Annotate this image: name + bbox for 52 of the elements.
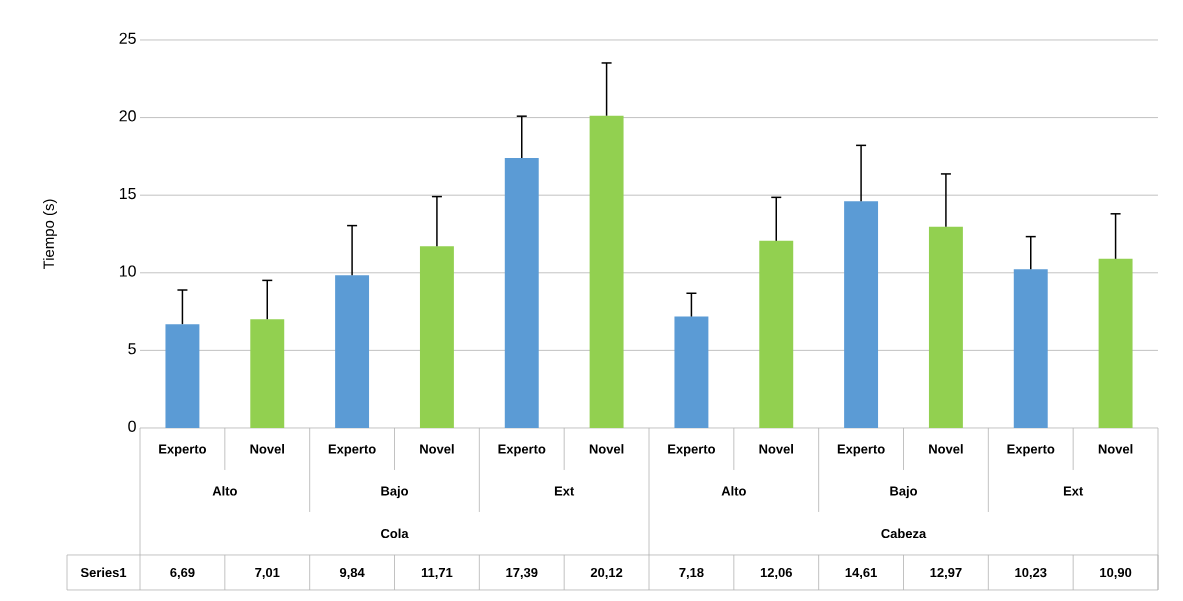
bar [1013, 269, 1048, 428]
x-tick-label: Experto [668, 444, 716, 457]
y-tick-label: 15 [119, 188, 136, 200]
bar [250, 319, 285, 428]
y-tick-label: 20 [119, 110, 136, 122]
data-label: 6,69 [170, 567, 195, 579]
x-tick-label: Experto [159, 444, 207, 457]
bar [335, 275, 370, 428]
y-tick-label: 25 [119, 32, 136, 44]
data-label: 20,12 [590, 567, 623, 579]
text: Cabeza [881, 528, 927, 539]
data-label: 14,61 [845, 567, 877, 579]
bar [589, 115, 624, 428]
text: Ext [554, 486, 575, 496]
bar [165, 324, 200, 428]
y-tick-label: 10 [119, 265, 136, 277]
data-label: 10,23 [1015, 567, 1047, 579]
bar [1098, 258, 1133, 428]
data-label: 7,01 [255, 567, 280, 579]
y-tick-label: 5 [128, 343, 136, 355]
x-tick-label: Novel [929, 444, 963, 454]
text: Ext [1063, 486, 1084, 496]
x-tick-label: Novel [250, 444, 284, 454]
data-label: 10,90 [1100, 567, 1132, 579]
x-tick-label: Novel [1098, 444, 1133, 454]
x-tick-label: Experto [498, 444, 546, 457]
text: Series1 [80, 567, 127, 578]
text: Alto [212, 486, 237, 496]
x-tick-label: Experto [328, 444, 376, 457]
bar [504, 158, 539, 428]
data-label: 12,97 [930, 567, 962, 579]
x-tick-label: Novel [589, 444, 624, 454]
text: Bajo [381, 486, 409, 499]
bar [844, 201, 879, 428]
data-label: 17,39 [506, 567, 538, 579]
bar [928, 226, 963, 428]
data-label: 11,71 [421, 568, 453, 579]
x-tick-label: Experto [837, 444, 885, 457]
x-tick-label: Novel [759, 444, 793, 454]
text: Bajo [890, 486, 918, 499]
x-tick-label: Experto [1007, 444, 1055, 457]
text: Cola [381, 528, 409, 539]
bar [674, 316, 709, 428]
data-label: 12,06 [760, 567, 792, 579]
x-tick-label: Novel [420, 444, 454, 454]
data-label: 7,18 [679, 567, 704, 579]
data-label: 9,84 [339, 567, 365, 579]
bar [419, 246, 454, 428]
y-axis-title: Tiempo (s) [43, 199, 57, 270]
bar [759, 240, 794, 428]
text: Alto [721, 486, 746, 496]
y-tick-label: 0 [128, 420, 136, 432]
